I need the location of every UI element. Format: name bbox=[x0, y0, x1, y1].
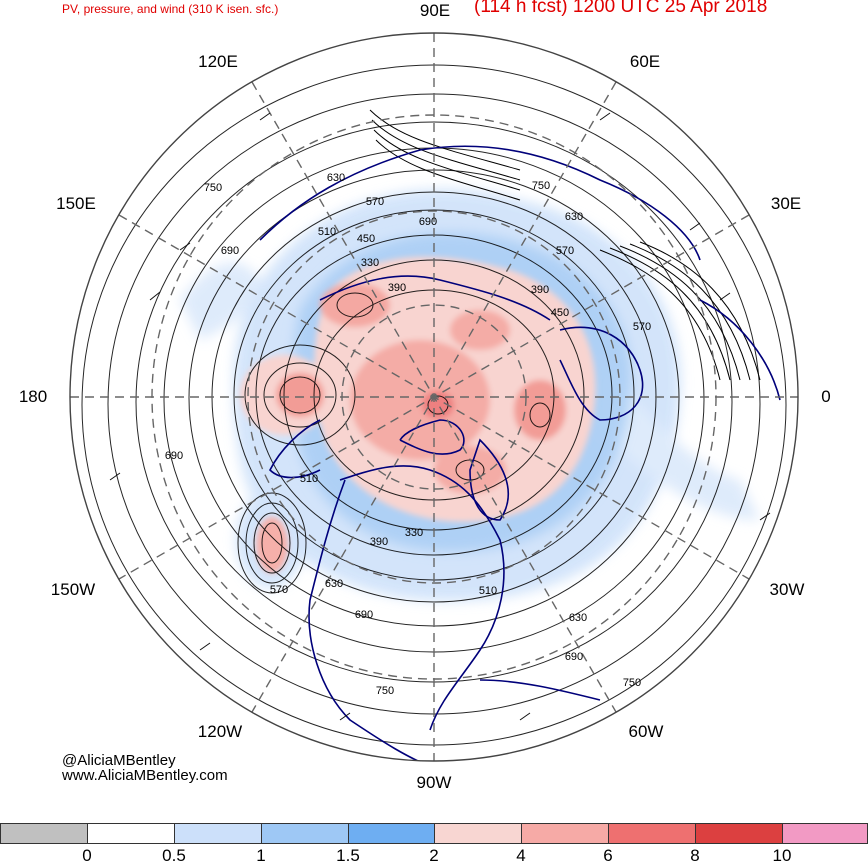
lon-label-60w: 60W bbox=[628, 722, 664, 741]
colorbar-bin bbox=[174, 823, 262, 844]
colorbar-tick-label: 4 bbox=[516, 846, 526, 865]
contour-label: 450 bbox=[551, 307, 569, 319]
contour-label: 570 bbox=[366, 196, 384, 208]
colorbar-tick-label: 2 bbox=[429, 846, 439, 865]
lon-label-180: 180 bbox=[18, 387, 48, 406]
coast-alaska bbox=[269, 419, 321, 479]
contour-label: 750 bbox=[532, 180, 550, 192]
coast-africa bbox=[699, 299, 781, 401]
contour-label: 510 bbox=[479, 585, 497, 597]
contour-label: 390 bbox=[531, 284, 549, 296]
lon-label-0: 0 bbox=[821, 387, 831, 406]
contour-label: 330 bbox=[361, 257, 379, 269]
contour-label: 750 bbox=[204, 182, 222, 194]
lon-label-150e: 150E bbox=[56, 194, 96, 213]
colorbar-tick-label: 1.5 bbox=[336, 846, 360, 865]
colorbar-bin bbox=[521, 823, 609, 844]
contour-label: 390 bbox=[388, 282, 406, 294]
lon-label-30w: 30W bbox=[769, 580, 805, 599]
lon-label-120e: 120E bbox=[198, 52, 238, 71]
coast-north-america bbox=[308, 465, 505, 761]
title-right: (114 h fcst) 1200 UTC 25 Apr 2018 bbox=[474, 0, 768, 17]
contour-label: 570 bbox=[633, 321, 651, 333]
credit-twitter: @AliciaMBentley bbox=[62, 752, 176, 769]
coast-canada-arctic bbox=[399, 419, 465, 455]
coast-asia bbox=[259, 145, 701, 261]
pv-shading-high bbox=[240, 256, 596, 573]
colorbar-tick-label: 6 bbox=[603, 846, 613, 865]
colorbar-tick-label: 10 bbox=[772, 846, 792, 865]
colorbar-bin bbox=[434, 823, 522, 844]
map-disk bbox=[70, 33, 798, 761]
coast-europe bbox=[559, 326, 644, 421]
contour-labels: 630 570 750 690 510 450 330 390 630 750 … bbox=[165, 172, 651, 697]
contour-label: 450 bbox=[357, 233, 375, 245]
colorbar-bin bbox=[87, 823, 175, 844]
colorbar-tick-label: 8 bbox=[690, 846, 700, 865]
lon-label-90e: 90E bbox=[419, 1, 451, 20]
colorbar-bin bbox=[348, 823, 436, 844]
colorbar-bin bbox=[261, 823, 349, 844]
contour-label: 510 bbox=[300, 473, 318, 485]
contour-label: 750 bbox=[376, 685, 394, 697]
graticule-meridians bbox=[70, 33, 798, 761]
map-border bbox=[69, 32, 799, 762]
contour-label: 570 bbox=[556, 245, 574, 257]
colorbar-bin bbox=[608, 823, 696, 844]
colorbar-bin bbox=[0, 823, 88, 844]
contour-label: 630 bbox=[325, 578, 343, 590]
lon-label-30e: 30E bbox=[770, 194, 802, 213]
contour-label: 510 bbox=[318, 226, 336, 238]
contour-label: 630 bbox=[327, 172, 345, 184]
coast-russia-arctic bbox=[319, 275, 551, 321]
colorbar-tick-label: 0.5 bbox=[162, 846, 186, 865]
credit-website: www.AliciaMBentley.com bbox=[62, 767, 228, 784]
coast-caribbean bbox=[479, 679, 601, 701]
contour-label: 630 bbox=[565, 211, 583, 223]
lon-label-60e: 60E bbox=[629, 52, 661, 71]
contour-label: 390 bbox=[370, 536, 388, 548]
lon-label-90w: 90W bbox=[416, 773, 452, 792]
lon-label-150w: 150W bbox=[50, 580, 96, 599]
title-left: PV, pressure, and wind (310 K isen. sfc.… bbox=[62, 2, 279, 16]
contour-label: 750 bbox=[623, 677, 641, 689]
polar-map: 630 570 750 690 510 450 330 390 630 750 … bbox=[69, 32, 799, 762]
graticule-parallels bbox=[151, 114, 717, 680]
contour-label: 690 bbox=[565, 651, 583, 663]
contour-label: 570 bbox=[270, 584, 288, 596]
land-outlines bbox=[259, 145, 781, 761]
contour-label: 690 bbox=[165, 450, 183, 462]
colorbar-tick-label: 1 bbox=[256, 846, 266, 865]
colorbar-bin bbox=[695, 823, 783, 844]
contour-label: 690 bbox=[221, 245, 239, 257]
contour-label: 630 bbox=[569, 612, 587, 624]
contour-label: 690 bbox=[355, 609, 373, 621]
colorbar-bin bbox=[782, 823, 868, 844]
colorbar-tick-label: 0 bbox=[82, 846, 92, 865]
contour-label: 690 bbox=[419, 216, 437, 228]
lon-label-120w: 120W bbox=[197, 722, 243, 741]
coast-greenland bbox=[469, 438, 510, 521]
pv-band-pacific bbox=[180, 262, 260, 340]
contour-label: 330 bbox=[405, 527, 423, 539]
tight-contours bbox=[369, 109, 761, 381]
